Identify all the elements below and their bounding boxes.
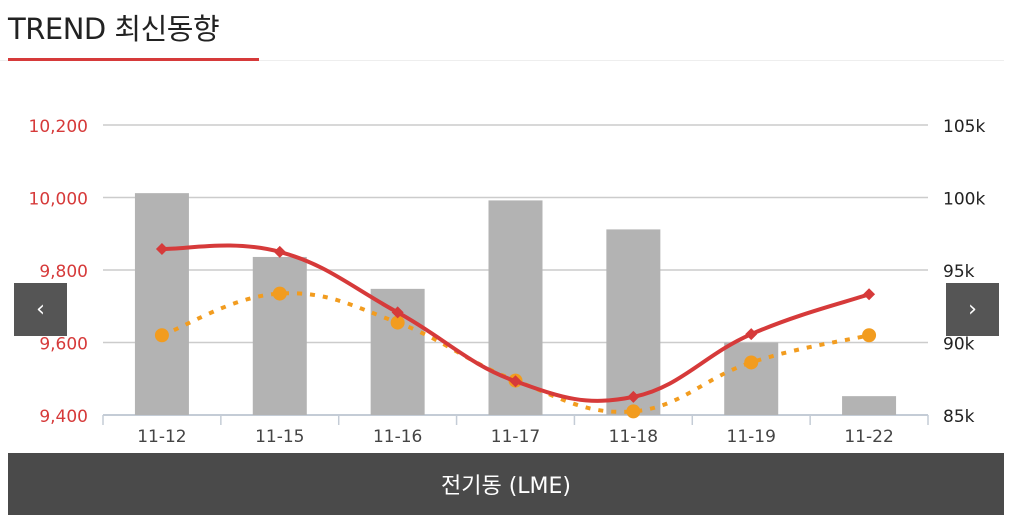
left-axis-tick-label: 10,000 [29,190,88,210]
right-axis-tick-label: 95k [943,262,975,282]
primary-line-point [155,242,168,255]
trend-chart: 9,400 9,600 9,800 10,000 10,200 85k 90k 95k 100k… [29,117,986,447]
next-button[interactable]: › [946,283,999,336]
footer-bar: 전기동 (LME) [8,453,1004,515]
x-axis-tick-label: 11-15 [255,427,304,447]
x-axis-tick-label: 11-19 [727,427,776,447]
x-axis-tick-label: 11-16 [373,427,422,447]
secondary-line-point [626,404,641,419]
x-axis-tick-label: 11-17 [491,427,540,447]
primary-line-point [627,390,640,403]
primary-line-point [863,288,876,301]
left-axis-tick-label: 9,400 [39,407,88,427]
left-axis-tick-label: 10,200 [29,117,88,137]
header: TREND 최신동향 [0,0,1004,61]
primary-line-point [273,245,286,258]
primary-line-point [745,328,758,341]
bar [134,193,189,415]
chevron-left-icon: ‹ [36,297,45,322]
primary-line-point [509,375,522,388]
secondary-line-point [272,286,287,301]
page-title: TREND 최신동향 [8,12,220,46]
secondary-line-point [154,328,169,343]
right-axis-tick-label: 105k [943,117,985,137]
right-axis-tick-label: 100k [943,190,985,210]
right-axis-tick-label: 90k [943,335,975,355]
left-axis-tick-label: 9,800 [39,262,88,282]
bar [842,396,897,415]
x-axis-tick-label: 11-18 [609,427,658,447]
prev-button[interactable]: ‹ [14,283,67,336]
x-axis-tick-label: 11-12 [137,427,186,447]
bar [606,229,661,415]
x-axis-tick-label: 11-22 [844,427,893,447]
secondary-line-point [862,328,877,343]
left-axis-tick-label: 9,600 [39,335,88,355]
footer-label: 전기동 (LME) [440,474,572,499]
bar [252,256,307,415]
title-underline [8,58,259,61]
chevron-right-icon: › [968,297,977,322]
right-axis-tick-label: 85k [943,407,975,427]
secondary-line-point [390,315,405,330]
bar [724,342,779,415]
secondary-line-point [744,355,759,370]
primary-line-point [391,306,404,319]
